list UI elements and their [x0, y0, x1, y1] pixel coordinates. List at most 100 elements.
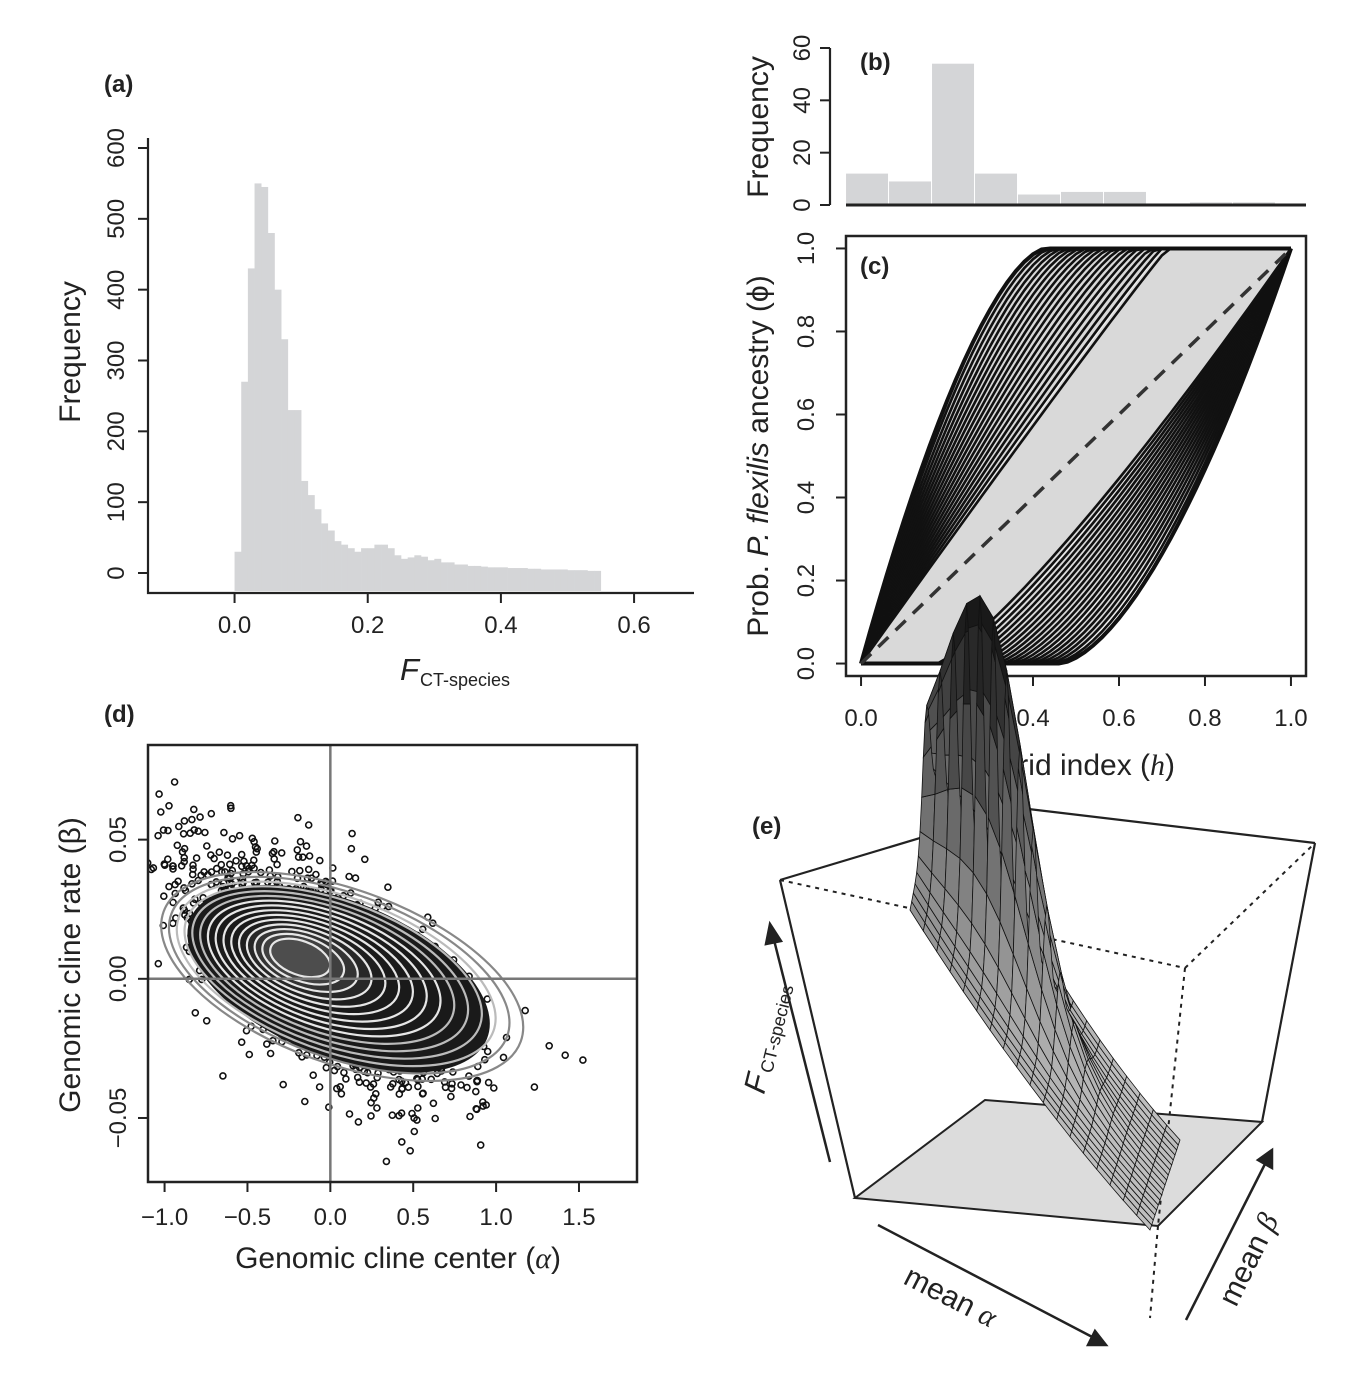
y-tick-label: 60 — [789, 35, 816, 62]
scatter-point — [157, 808, 165, 816]
histogram-bar — [301, 480, 309, 591]
histogram-bar — [932, 63, 975, 206]
scatter-point — [294, 853, 303, 861]
scatter-point — [336, 1083, 345, 1091]
scatter-point — [207, 809, 216, 818]
panel-d-scatter: (d) −1.0 −0.5 0.0 0.5 1.0 1.5 −0.05 0.00 0.05 G… — [54, 701, 639, 1275]
panel-d-x-title-alpha: α — [535, 1242, 552, 1275]
x-tick-label: 0.6 — [1102, 705, 1135, 732]
scatter-point — [164, 855, 172, 864]
histogram-bar — [1103, 191, 1146, 205]
panel-a-bars — [234, 183, 602, 592]
scatter-point — [418, 1090, 427, 1098]
histogram-bar — [261, 186, 269, 592]
x-tick-label: 0.4 — [484, 612, 517, 639]
panel-a-x-ticks: 0.0 0.2 0.4 0.6 — [218, 593, 651, 639]
histogram-bar — [447, 562, 455, 591]
scatter-point — [190, 805, 198, 814]
density-contour — [206, 899, 442, 1038]
scatter-point — [235, 831, 244, 840]
panel-c-y-title-prefix: Prob. — [742, 565, 775, 637]
panel-d-y-title: Genomic cline rate (β) — [54, 817, 87, 1113]
histogram-bar — [487, 567, 495, 591]
scatter-point — [373, 1073, 382, 1082]
panel-c-frame — [844, 234, 1308, 678]
scatter-point — [175, 822, 183, 831]
x-tick-label: −1.0 — [141, 1204, 188, 1231]
density-contour — [199, 894, 456, 1045]
x-tick-label: 1.5 — [562, 1204, 595, 1231]
histogram-bar — [846, 173, 889, 205]
scatter-point — [354, 1118, 363, 1126]
histogram-bar — [367, 548, 375, 591]
scatter-point — [232, 856, 240, 865]
y-tick-label: 0.6 — [793, 398, 820, 431]
histogram-bar — [480, 566, 488, 591]
histogram-bar — [467, 565, 475, 591]
scatter-point — [136, 906, 142, 912]
histogram-bar — [327, 530, 335, 591]
panel-d-frame — [146, 743, 639, 1184]
scatter-point — [196, 813, 204, 821]
scatter-point — [561, 1051, 570, 1059]
panel-d-label: (d) — [104, 701, 135, 728]
scatter-point — [315, 1083, 324, 1091]
scatter-point — [521, 1006, 530, 1015]
scatter-point — [440, 1078, 449, 1086]
scatter-point — [130, 870, 136, 876]
scatter-point — [161, 861, 169, 870]
scatter-point — [180, 853, 188, 862]
scatter-point — [410, 1127, 419, 1136]
histogram-bar — [267, 233, 275, 591]
x-tick-label: 0.5 — [397, 1204, 430, 1231]
scatter-point — [188, 815, 196, 824]
scatter-point — [471, 1087, 480, 1096]
scatter-point — [154, 959, 163, 968]
scatter-point — [148, 859, 152, 867]
scatter-point — [245, 1050, 254, 1059]
scatter-point — [227, 804, 235, 813]
scatter-point — [473, 1077, 481, 1086]
histogram-bar — [507, 568, 515, 591]
y-tick-label: 200 — [103, 411, 130, 451]
density-contour — [214, 904, 428, 1031]
y-tick-label: 0.8 — [793, 315, 820, 348]
scatter-point — [270, 847, 278, 856]
scatter-point — [219, 1072, 227, 1080]
scatter-point — [410, 1114, 418, 1122]
scatter-point — [170, 778, 179, 786]
histogram-bar — [1061, 191, 1103, 205]
histogram-bar — [554, 569, 562, 591]
scatter-point — [483, 995, 492, 1003]
scatter-point — [268, 849, 277, 858]
histogram-bar — [560, 569, 568, 591]
scatter-point — [298, 853, 307, 862]
x-tick-label: 0.0 — [314, 1204, 347, 1231]
scatter-point — [165, 882, 173, 891]
histogram-bar — [574, 570, 582, 591]
panel-e-surface-mesh — [909, 594, 1181, 1231]
histogram-bar — [294, 410, 302, 591]
scatter-point — [189, 865, 197, 873]
panel-a-axes — [146, 138, 694, 595]
scatter-point — [270, 837, 279, 845]
scatter-point — [489, 1084, 498, 1092]
histogram-bar — [534, 568, 542, 591]
scatter-point — [384, 883, 392, 892]
scatter-point — [169, 919, 177, 928]
panel-c-y-title-species: P. flexilis — [742, 442, 775, 557]
scatter-point — [179, 829, 188, 838]
density-contour — [245, 923, 373, 1001]
scatter-point — [155, 790, 163, 798]
scatter-point — [315, 856, 324, 865]
histogram-bar — [354, 551, 362, 591]
scatter-point — [164, 826, 172, 835]
x-tick-label: 1.0 — [479, 1204, 512, 1231]
panel-e-x-title-main: mean — [899, 1260, 988, 1327]
panel-c-x-ticks: 0.00.20.40.60.81.0 — [844, 676, 1308, 732]
y-tick-label: 0.2 — [793, 564, 820, 597]
scatter-point — [277, 849, 286, 857]
scatter-point — [212, 864, 221, 873]
y-tick-label: 1.0 — [793, 232, 820, 265]
